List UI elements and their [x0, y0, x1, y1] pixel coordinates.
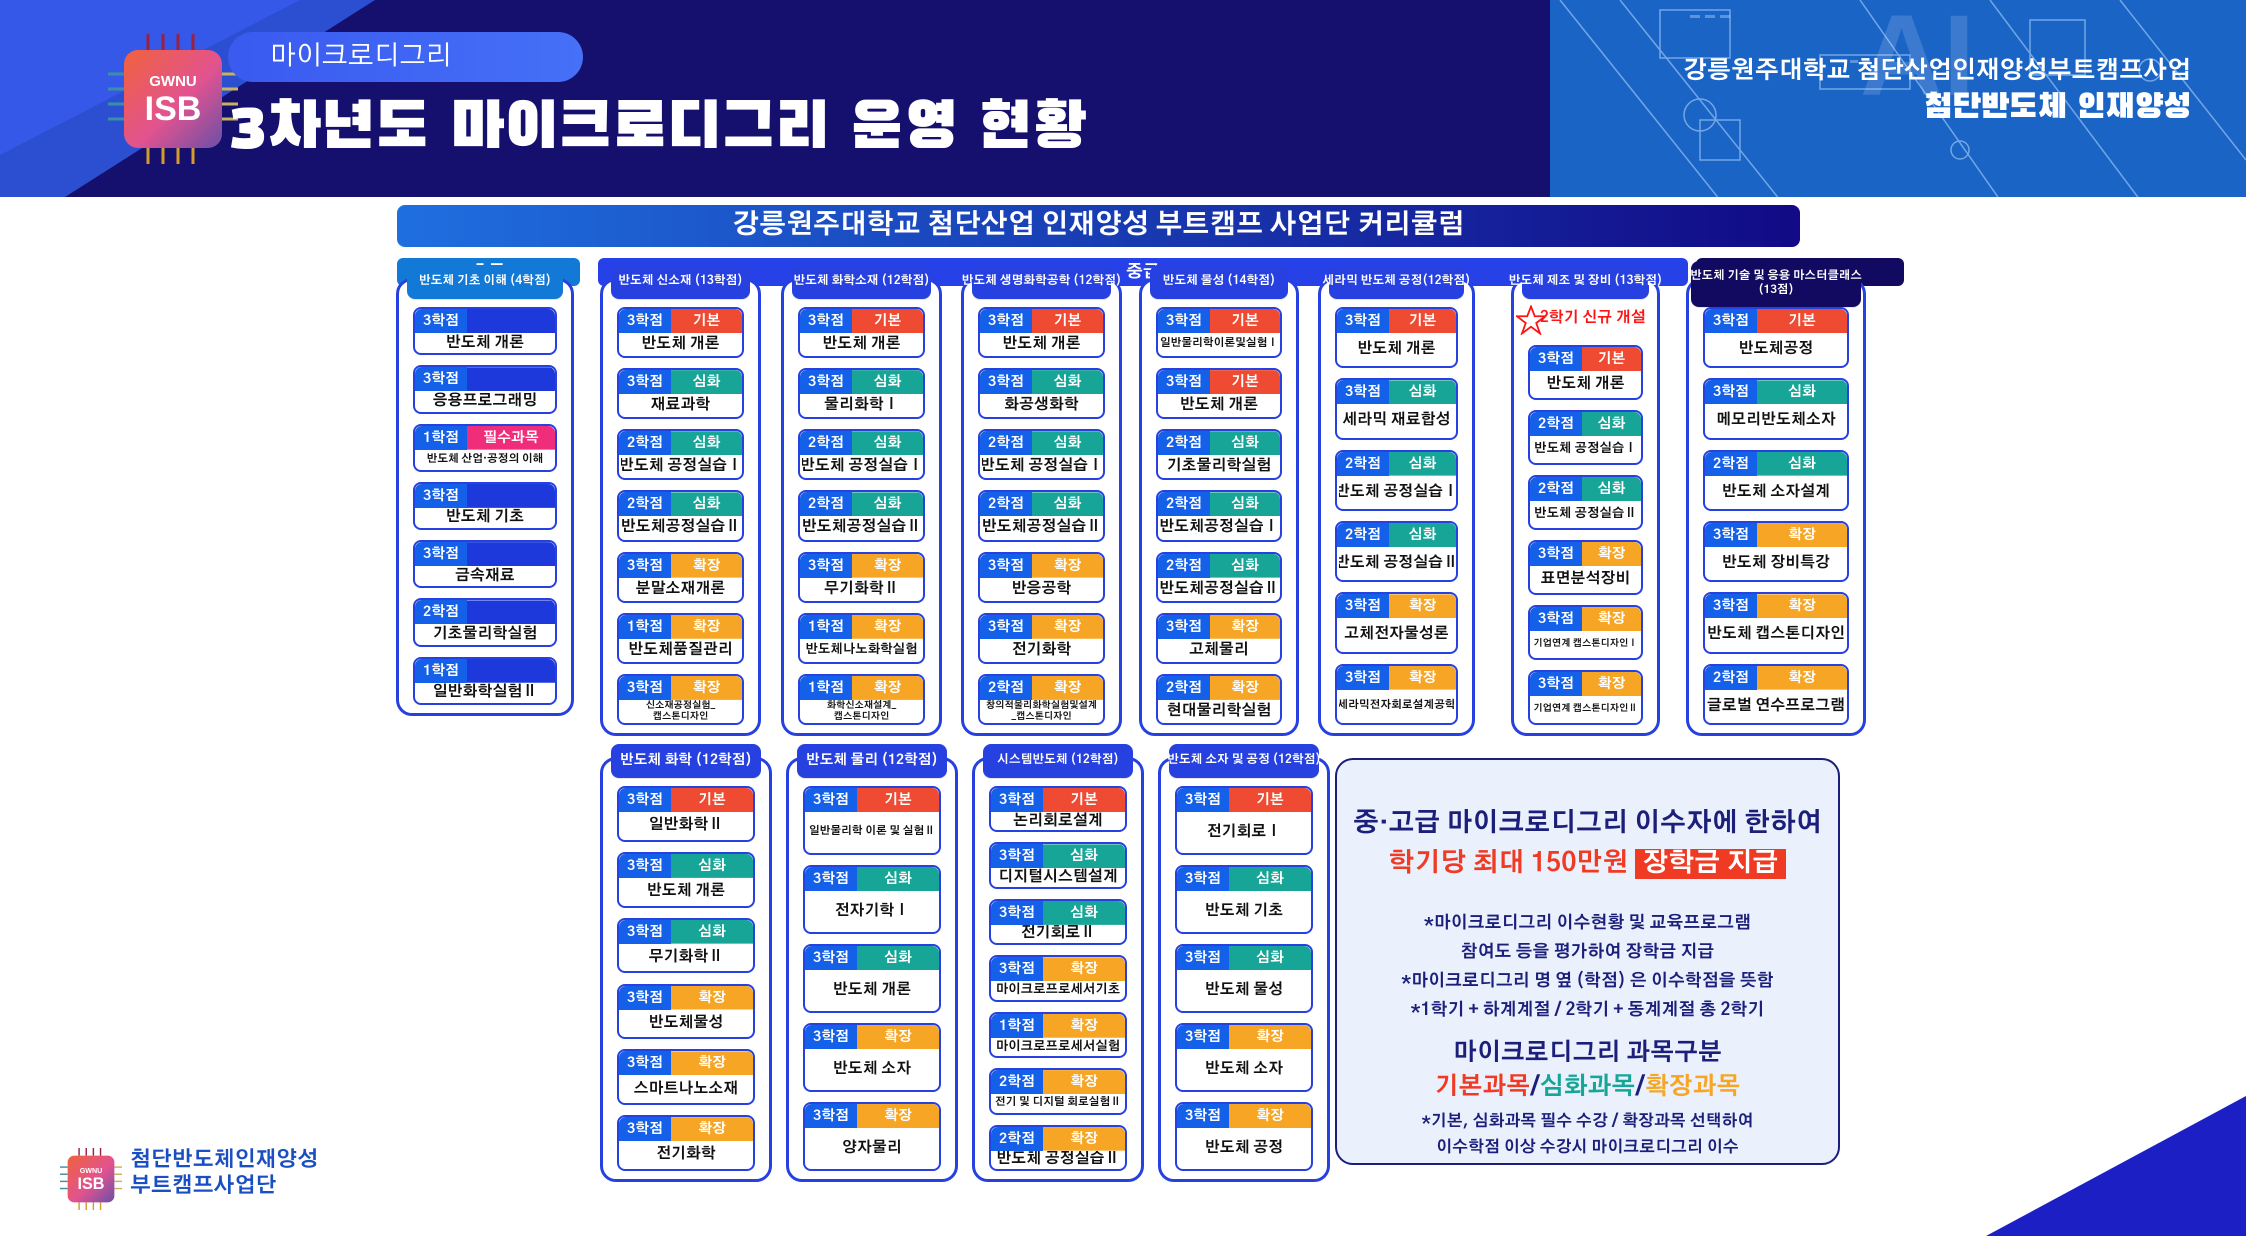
svg-text:ISB: ISB: [77, 1175, 104, 1193]
svg-text:GWNU: GWNU: [149, 73, 197, 90]
svg-text:GWNU: GWNU: [80, 1167, 103, 1175]
svg-text:ISB: ISB: [145, 90, 202, 128]
